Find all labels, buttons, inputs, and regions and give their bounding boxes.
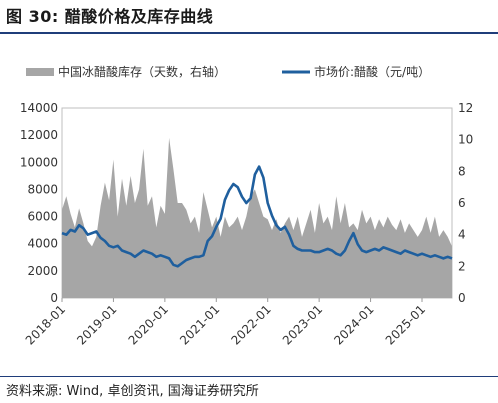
price-line [61,165,453,268]
legend-label-inventory: 中国冰醋酸库存（天数，右轴） [58,64,226,79]
left-tick-label: 2000 [27,264,58,278]
x-tick-label: 2022-01 [228,302,273,347]
left-tick-label: 0 [50,291,58,305]
inventory-area [62,137,452,298]
left-tick-label: 12000 [20,128,58,142]
right-tick-label: 6 [458,196,466,210]
right-tick-label: 0 [458,291,466,305]
left-axis: 0 2000 4000 6000 8000 10000 12000 14000 [20,101,58,305]
x-tick-label: 2023-01 [280,302,325,347]
right-tick-label: 2 [458,259,466,273]
left-tick-label: 4000 [27,237,58,251]
x-tick-label: 2025-01 [383,302,428,347]
x-tick-label: 2018-01 [23,302,68,347]
source-rule [0,376,498,377]
legend-label-price: 市场价:醋酸（元/吨） [314,64,430,79]
left-tick-label: 8000 [27,182,58,196]
x-tick-label: 2024-01 [331,302,376,347]
figure-title: 图 30: 醋酸价格及库存曲线 [6,7,214,26]
legend: 中国冰醋酸库存（天数，右轴） 市场价:醋酸（元/吨） [26,64,430,79]
left-tick-label: 10000 [20,155,58,169]
price-line-path [61,165,453,268]
right-axis: 0 2 4 6 8 10 12 [458,101,473,305]
inventory-area-path [62,137,452,298]
left-tick-label: 14000 [20,101,58,115]
left-tick-label: 6000 [27,210,58,224]
right-tick-label: 10 [458,133,473,147]
x-tick-label: 2021-01 [177,302,222,347]
right-tick-label: 4 [458,228,466,242]
x-axis: 2018-01 2019-01 2020-01 2021-01 2022-01 2023-… [23,298,428,348]
right-tick-label: 8 [458,164,466,178]
legend-swatch-inventory [26,68,54,76]
x-tick-label: 2019-01 [74,302,119,347]
source-note: 资料来源: Wind, 卓创资讯, 国海证券研究所 [6,384,259,399]
x-tick-label: 2020-01 [126,302,171,347]
right-tick-label: 12 [458,101,473,115]
title-rule [0,32,498,34]
